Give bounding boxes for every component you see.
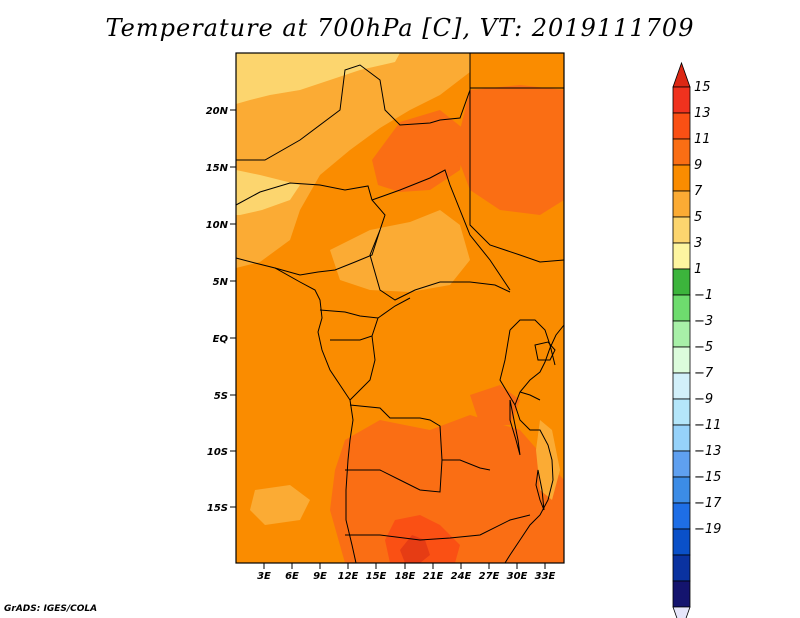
colorbar-box bbox=[672, 528, 691, 556]
colorbar-label: 7 bbox=[694, 184, 703, 199]
colorbar-box bbox=[672, 138, 691, 166]
lon-tick-21e: 21E bbox=[423, 571, 444, 582]
lake-tanganyika bbox=[509, 399, 521, 456]
border-1 bbox=[236, 53, 471, 161]
colorbar-box bbox=[672, 476, 691, 504]
field-zone-7-9-southwest bbox=[250, 485, 310, 525]
chart-title: Temperature at 700hPa [C], VT: 201911170… bbox=[105, 14, 695, 42]
map-frame bbox=[235, 52, 565, 564]
colorbar-box bbox=[672, 580, 691, 608]
border-10 bbox=[349, 404, 491, 471]
lon-tick-30e: 30E bbox=[507, 571, 528, 582]
colorbar-boxes bbox=[672, 61, 691, 618]
colorbar-box bbox=[672, 86, 691, 114]
lat-axis: 20N 15N 10N 5N EQ 5S 10S 15S bbox=[206, 106, 236, 514]
colorbar-label: −3 bbox=[694, 314, 713, 329]
border-9 bbox=[349, 335, 376, 401]
lon-axis: 3E 6E 9E 12E 15E 18E 21E 24E 27E 30E 33E bbox=[257, 563, 556, 582]
field-zone-11-13-south bbox=[330, 415, 564, 563]
colorbar-box bbox=[672, 268, 691, 296]
border-6 bbox=[469, 53, 565, 263]
border-8 bbox=[330, 317, 379, 341]
colorbar-box bbox=[672, 320, 691, 348]
border-12 bbox=[345, 514, 531, 541]
colorbar-box bbox=[672, 112, 691, 140]
lon-tick-6e: 6E bbox=[285, 571, 299, 582]
colorbar-box bbox=[672, 554, 691, 582]
colorbar-label: −13 bbox=[694, 444, 721, 459]
lat-tick-5n: 5N bbox=[213, 277, 229, 288]
colorbar-label: 3 bbox=[694, 236, 702, 251]
colorbar-label: −11 bbox=[694, 418, 721, 433]
lake-victoria bbox=[534, 341, 556, 361]
field-zone-7-9-north bbox=[236, 53, 470, 268]
coastline-west bbox=[235, 257, 357, 564]
lon-tick-3e: 3E bbox=[257, 571, 271, 582]
colorbar-labels: 15 13 11 9 7 5 3 1 −1 −3 −5 −7 −9 −11 −13 −15 −17 −19 bbox=[694, 80, 722, 537]
colorbar-box bbox=[672, 164, 691, 192]
colorbar-label: 9 bbox=[694, 158, 702, 173]
border-7 bbox=[319, 297, 411, 319]
colorbar-label: −5 bbox=[694, 340, 713, 355]
border-11 bbox=[345, 459, 443, 493]
lon-tick-27e: 27E bbox=[479, 571, 500, 582]
colorbar-box bbox=[672, 190, 691, 218]
border-5 bbox=[369, 229, 511, 301]
lon-tick-24e: 24E bbox=[451, 571, 472, 582]
colorbar-label: −17 bbox=[694, 496, 722, 511]
field-zone-15-plus-core bbox=[400, 535, 430, 563]
border-4 bbox=[371, 169, 511, 291]
colorbar-label: −15 bbox=[694, 470, 721, 485]
colorbar-box bbox=[672, 398, 691, 426]
map-borders bbox=[235, 53, 565, 564]
colorbar-box bbox=[672, 502, 691, 530]
lon-tick-18e: 18E bbox=[395, 571, 416, 582]
colorbar-label: 13 bbox=[694, 106, 711, 121]
colorbar-top-arrow bbox=[672, 61, 691, 88]
lon-tick-15e: 15E bbox=[366, 571, 387, 582]
lat-tick-eq: EQ bbox=[213, 334, 229, 345]
colorbar-label: 5 bbox=[694, 210, 702, 225]
colorbar-label: 1 bbox=[694, 262, 702, 277]
lon-tick-12e: 12E bbox=[338, 571, 359, 582]
border-14 bbox=[499, 329, 516, 406]
colorbar-box bbox=[672, 424, 691, 452]
colorbar-box bbox=[672, 242, 691, 270]
field-zone-7-9-east-highlands bbox=[536, 420, 560, 500]
lon-tick-9e: 9E bbox=[313, 571, 327, 582]
lat-tick-10s: 10S bbox=[207, 447, 228, 458]
colorbar-label: −7 bbox=[694, 366, 714, 381]
field-zone-5-7-sahel bbox=[236, 170, 300, 215]
field-zone-11-13-sudan bbox=[455, 85, 564, 215]
colorbar-label: 11 bbox=[694, 132, 711, 147]
border-3 bbox=[235, 182, 386, 276]
lat-tick-20n: 20N bbox=[206, 106, 229, 117]
colorbar-box bbox=[672, 346, 691, 374]
lake-malawi bbox=[535, 469, 545, 511]
lon-tick-33e: 33E bbox=[535, 571, 556, 582]
lat-tick-15s: 15S bbox=[207, 503, 228, 514]
colorbar-box bbox=[672, 372, 691, 400]
colorbar-box bbox=[672, 294, 691, 322]
lat-tick-5s: 5S bbox=[214, 391, 228, 402]
border-13 bbox=[509, 319, 556, 366]
colorbar-box bbox=[672, 450, 691, 478]
colorbar-box bbox=[672, 216, 691, 244]
colorbar-label: −9 bbox=[694, 392, 713, 407]
grads-credit: GrADS: IGES/COLA bbox=[4, 604, 98, 614]
border-15 bbox=[519, 391, 541, 401]
lat-tick-15n: 15N bbox=[206, 163, 229, 174]
field-zone-7-9-central bbox=[330, 210, 470, 292]
colorbar-label: 15 bbox=[694, 80, 711, 95]
colorbar-label: −1 bbox=[694, 288, 713, 303]
field-zone-11-13-east bbox=[470, 385, 520, 425]
colorbar-label: −19 bbox=[694, 522, 721, 537]
lat-tick-10n: 10N bbox=[206, 220, 229, 231]
coastline-east bbox=[504, 324, 565, 564]
colorbar-bottom-arrow bbox=[672, 606, 691, 618]
